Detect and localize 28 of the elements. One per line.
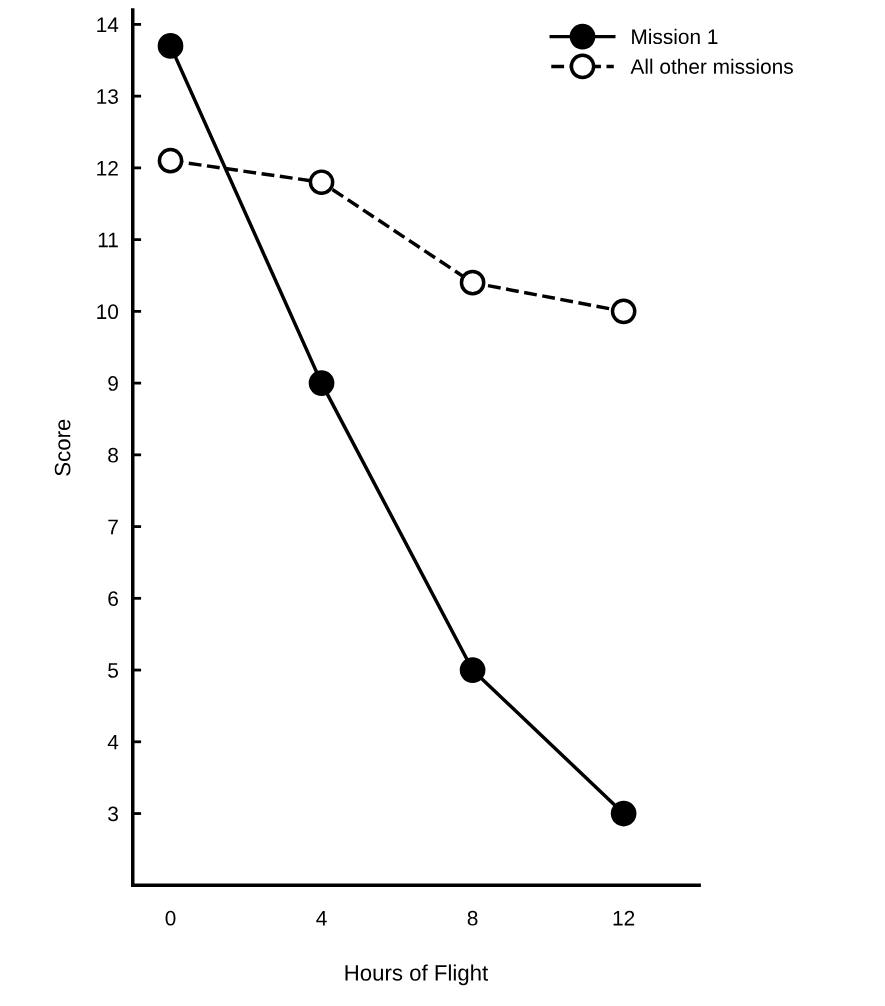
y-tick-label: 6 xyxy=(108,591,118,607)
y-tick-label: 4 xyxy=(107,735,119,750)
y-tick-label: 9 xyxy=(108,376,118,391)
point xyxy=(459,269,486,296)
point xyxy=(610,298,637,325)
y-tick-label: 8 xyxy=(108,447,118,463)
x-tick-label: 8 xyxy=(467,910,478,926)
y-tick-label: 11 xyxy=(98,232,118,248)
y-tick-label: 3 xyxy=(108,806,118,822)
x-tick-label: 0 xyxy=(165,910,176,926)
y-axis-title: Score xyxy=(54,419,71,476)
x-tick-label: 4 xyxy=(316,911,327,926)
x-tick-label: 12 xyxy=(613,910,635,926)
point xyxy=(610,800,637,827)
point xyxy=(157,147,184,174)
point xyxy=(308,169,335,196)
legend-label: Mission 1 xyxy=(632,28,718,45)
y-tick-label: 7 xyxy=(108,519,118,535)
y-tick-label: 14 xyxy=(97,17,119,32)
point xyxy=(308,370,335,396)
point xyxy=(157,33,184,59)
y-tick-label: 13 xyxy=(97,89,118,104)
point xyxy=(459,657,486,683)
y-tick-label: 5 xyxy=(108,663,118,678)
x-axis-title: Hours of Flight xyxy=(345,964,489,986)
y-tick-label: 12 xyxy=(97,160,118,176)
legend-label: All other missions xyxy=(630,58,793,74)
y-tick-label: 10 xyxy=(97,304,119,320)
